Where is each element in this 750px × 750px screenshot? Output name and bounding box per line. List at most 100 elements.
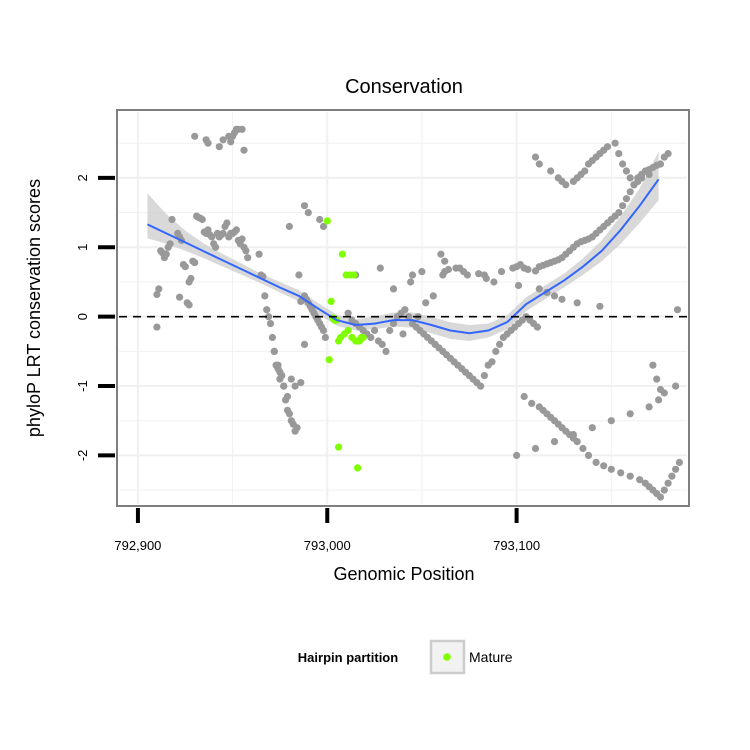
data-point-other bbox=[672, 465, 680, 473]
data-point-other bbox=[300, 202, 309, 210]
data-point-other bbox=[321, 333, 329, 342]
y-axis: -2 -1 0 1 2 bbox=[75, 174, 115, 461]
data-point-other bbox=[547, 167, 555, 175]
data-point-other bbox=[422, 299, 430, 307]
legend-key-mature-point bbox=[443, 653, 451, 661]
data-point-other bbox=[238, 235, 246, 243]
y-tick-label: 1 bbox=[75, 244, 90, 251]
points-other-layer bbox=[153, 125, 684, 501]
y-tick-label: -1 bbox=[75, 380, 90, 392]
data-point-other bbox=[664, 479, 672, 487]
data-point-other bbox=[276, 375, 284, 383]
data-point-other bbox=[615, 209, 623, 217]
data-point-other bbox=[573, 299, 581, 307]
data-point-other bbox=[672, 382, 680, 390]
grid-lines bbox=[119, 112, 687, 504]
data-point-mature bbox=[338, 250, 346, 258]
data-point-other bbox=[550, 438, 559, 446]
plot-panel-border bbox=[116, 109, 690, 507]
data-point-other bbox=[513, 451, 521, 459]
data-point-mature bbox=[344, 326, 352, 335]
data-point-other bbox=[535, 160, 543, 168]
data-point-other bbox=[603, 143, 612, 151]
data-point-other bbox=[656, 493, 665, 501]
data-point-other bbox=[492, 347, 500, 355]
data-point-other bbox=[617, 469, 625, 477]
x-tick-label: 793,100 bbox=[493, 538, 540, 553]
data-point-other bbox=[550, 292, 559, 300]
data-point-other bbox=[293, 424, 301, 432]
data-point-other bbox=[219, 229, 227, 237]
data-point-other bbox=[655, 396, 663, 404]
data-point-other bbox=[626, 174, 634, 182]
data-point-other bbox=[579, 444, 587, 453]
data-point-other bbox=[475, 270, 483, 278]
data-point-other bbox=[168, 215, 176, 224]
data-point-other bbox=[191, 259, 199, 267]
data-point-other bbox=[649, 361, 657, 369]
data-point-other bbox=[645, 170, 653, 178]
data-point-other bbox=[626, 188, 634, 196]
data-point-other bbox=[376, 264, 384, 272]
data-point-other bbox=[215, 143, 223, 151]
legend: Hairpin partition Mature bbox=[298, 639, 513, 675]
data-point-other bbox=[535, 285, 543, 293]
data-point-other bbox=[283, 392, 292, 401]
data-point-other bbox=[280, 382, 288, 390]
data-point-other bbox=[153, 290, 161, 299]
data-point-other bbox=[653, 375, 661, 383]
data-point-other bbox=[619, 202, 627, 210]
chart-title: Conservation bbox=[345, 76, 463, 98]
data-point-other bbox=[268, 333, 276, 342]
x-axis: 792,900 793,000 793,100 bbox=[114, 508, 540, 553]
data-point-other bbox=[592, 458, 600, 466]
data-point-other bbox=[607, 417, 615, 425]
data-point-other bbox=[636, 476, 644, 484]
data-point-other bbox=[524, 265, 532, 274]
smooth-line bbox=[146, 178, 660, 335]
data-point-other bbox=[285, 222, 293, 231]
data-point-other bbox=[488, 358, 496, 366]
data-point-other bbox=[531, 153, 540, 161]
data-point-other bbox=[204, 139, 212, 147]
data-point-other bbox=[401, 306, 409, 314]
x-tick-label: 792,900 bbox=[114, 538, 161, 553]
data-point-other bbox=[287, 375, 295, 383]
data-point-other bbox=[223, 219, 231, 227]
data-point-other bbox=[638, 174, 646, 182]
data-point-other bbox=[615, 150, 623, 158]
data-point-other bbox=[386, 326, 394, 335]
data-point-other bbox=[558, 295, 566, 303]
data-point-other bbox=[153, 323, 161, 331]
data-point-other bbox=[263, 306, 271, 314]
data-point-other bbox=[399, 330, 407, 338]
data-point-other bbox=[418, 268, 426, 276]
data-point-other bbox=[219, 136, 227, 144]
data-point-other bbox=[274, 361, 282, 369]
data-point-other bbox=[382, 347, 390, 355]
data-point-other bbox=[533, 323, 542, 331]
data-point-other bbox=[378, 340, 386, 348]
data-point-other bbox=[437, 250, 445, 258]
data-point-other bbox=[191, 132, 199, 140]
data-point-other bbox=[166, 240, 174, 248]
legend-title: Hairpin partition bbox=[298, 650, 398, 665]
data-point-other bbox=[441, 257, 449, 265]
y-tick-label: 0 bbox=[75, 313, 90, 320]
data-point-other bbox=[622, 195, 631, 203]
data-point-other bbox=[227, 138, 235, 146]
data-point-other bbox=[265, 313, 273, 321]
smooth-line-layer bbox=[146, 178, 660, 335]
data-point-other bbox=[562, 181, 570, 189]
data-point-other bbox=[300, 340, 309, 348]
data-point-mature bbox=[359, 333, 367, 342]
data-point-other bbox=[232, 226, 240, 234]
data-point-mature bbox=[325, 356, 333, 364]
data-point-mature bbox=[350, 271, 358, 279]
data-point-other bbox=[656, 160, 665, 168]
data-point-other bbox=[389, 285, 398, 293]
data-point-other bbox=[316, 215, 324, 224]
data-point-other bbox=[242, 247, 250, 255]
data-point-other bbox=[497, 268, 506, 276]
